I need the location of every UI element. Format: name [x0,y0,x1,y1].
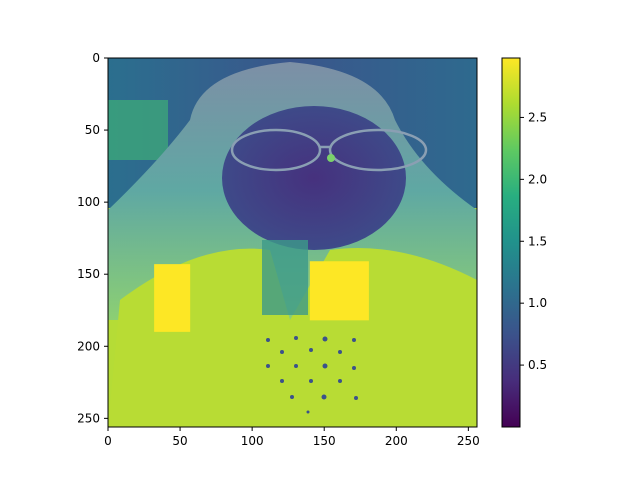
colorbar-tick-label: 2.5 [528,110,547,124]
glasses [230,128,428,172]
face-region [222,106,406,250]
shirt-dots [266,336,358,414]
colorbar [501,57,521,428]
shirt-region [108,248,477,427]
y-axis: 0 50 100 150 200 250 [77,51,108,425]
y-tick-label: 250 [77,411,100,425]
neck-region [262,240,308,315]
x-tick-label: 150 [313,434,336,448]
y-tick-label: 150 [77,267,100,281]
y-tick-label: 0 [92,51,100,65]
x-tick-label: 50 [172,434,187,448]
y-tick-label: 100 [77,195,100,209]
colorbar-tick-label: 1.0 [528,296,547,310]
colorbar-axis: 0.5 1.0 1.5 2.0 2.5 [520,110,547,372]
saturated-patch-2 [309,261,369,321]
colorbar-tick-label: 0.5 [528,358,547,372]
colorbar-tick-label: 1.5 [528,234,547,248]
x-tick-label: 0 [104,434,112,448]
y-tick-label: 200 [77,339,100,353]
saturated-patches [154,261,369,332]
x-tick-label: 200 [385,434,408,448]
colorbar-tick-label: 2.0 [528,172,547,186]
plot-frame [107,57,478,428]
y-tick-label: 50 [85,123,100,137]
saturated-patch-1 [154,264,191,332]
heatmap-image [108,58,477,427]
x-axis: 0 50 100 150 200 250 [104,427,480,448]
x-tick-label: 100 [241,434,264,448]
nose-highlight [327,154,335,162]
background-light-left [108,100,168,160]
x-tick-label: 250 [457,434,480,448]
